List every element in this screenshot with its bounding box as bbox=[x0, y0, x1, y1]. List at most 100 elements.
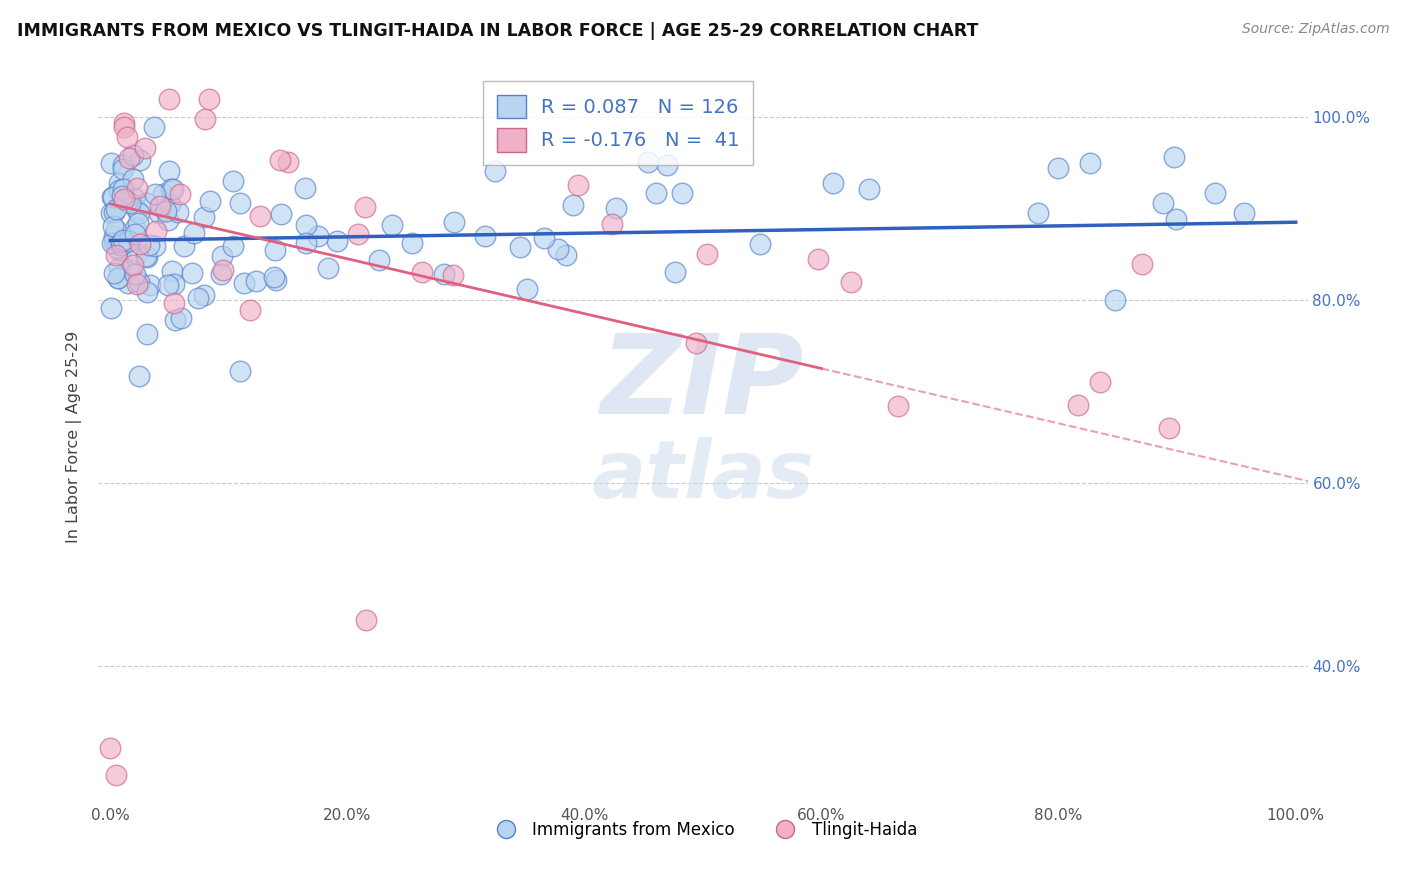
Point bbox=[270, 207, 292, 221]
Point bbox=[112, 182, 135, 196]
Point bbox=[249, 210, 271, 224]
Point bbox=[443, 215, 465, 229]
Point bbox=[122, 148, 145, 162]
Point bbox=[104, 768, 127, 782]
Point bbox=[163, 277, 186, 291]
Point bbox=[145, 224, 167, 238]
Point bbox=[516, 282, 538, 296]
Point bbox=[167, 205, 190, 219]
Point bbox=[100, 206, 122, 220]
Point bbox=[107, 260, 129, 275]
Point bbox=[1080, 155, 1102, 169]
Point bbox=[129, 153, 152, 168]
Point bbox=[645, 186, 668, 200]
Point bbox=[169, 186, 191, 201]
Point bbox=[135, 249, 157, 263]
Point bbox=[295, 235, 318, 250]
Point bbox=[128, 236, 150, 251]
Point bbox=[103, 228, 125, 243]
Point bbox=[148, 206, 170, 220]
Point bbox=[1157, 421, 1180, 435]
Point bbox=[101, 190, 124, 204]
Text: Source: ZipAtlas.com: Source: ZipAtlas.com bbox=[1241, 22, 1389, 37]
Point bbox=[295, 218, 318, 232]
Point bbox=[605, 201, 627, 215]
Point bbox=[671, 186, 693, 200]
Point bbox=[125, 181, 148, 195]
Point bbox=[562, 198, 585, 212]
Point bbox=[107, 271, 129, 285]
Point bbox=[198, 92, 221, 106]
Point bbox=[347, 227, 370, 241]
Point bbox=[411, 265, 433, 279]
Point bbox=[112, 115, 135, 129]
Point bbox=[111, 189, 134, 203]
Point bbox=[152, 187, 174, 202]
Point bbox=[101, 236, 124, 251]
Point bbox=[115, 130, 138, 145]
Point bbox=[112, 120, 135, 135]
Point bbox=[103, 265, 125, 279]
Point bbox=[159, 197, 181, 211]
Point bbox=[194, 112, 217, 127]
Point bbox=[124, 221, 146, 235]
Point bbox=[127, 216, 149, 230]
Point bbox=[368, 252, 391, 267]
Point bbox=[266, 273, 288, 287]
Point bbox=[1090, 375, 1112, 389]
Point bbox=[232, 277, 254, 291]
Point bbox=[655, 158, 678, 172]
Point bbox=[749, 237, 772, 252]
Point bbox=[162, 264, 184, 278]
Point bbox=[277, 154, 299, 169]
Point bbox=[354, 613, 377, 627]
Point bbox=[104, 247, 127, 261]
Point bbox=[125, 277, 148, 292]
Point bbox=[1047, 161, 1070, 175]
Point bbox=[637, 154, 659, 169]
Point bbox=[547, 242, 569, 256]
Point bbox=[139, 278, 162, 293]
Point bbox=[122, 191, 145, 205]
Point bbox=[108, 243, 131, 257]
Point bbox=[142, 120, 165, 134]
Point bbox=[887, 399, 910, 413]
Point bbox=[1104, 293, 1126, 307]
Legend: Immigrants from Mexico, Tlingit-Haida: Immigrants from Mexico, Tlingit-Haida bbox=[482, 814, 924, 846]
Point bbox=[118, 234, 141, 248]
Point bbox=[1163, 150, 1185, 164]
Point bbox=[108, 183, 131, 197]
Y-axis label: In Labor Force | Age 25-29: In Labor Force | Age 25-29 bbox=[66, 331, 83, 543]
Point bbox=[104, 223, 127, 237]
Point bbox=[135, 326, 157, 341]
Point bbox=[441, 268, 464, 282]
Point bbox=[117, 151, 139, 165]
Point bbox=[115, 234, 138, 248]
Point bbox=[238, 302, 260, 317]
Point bbox=[134, 141, 156, 155]
Point bbox=[533, 231, 555, 245]
Point bbox=[211, 250, 233, 264]
Point bbox=[105, 202, 128, 217]
Point bbox=[1067, 398, 1090, 412]
Point bbox=[354, 200, 377, 214]
Point bbox=[111, 233, 134, 247]
Point bbox=[163, 312, 186, 326]
Point bbox=[117, 276, 139, 290]
Point bbox=[474, 228, 496, 243]
Point bbox=[111, 158, 134, 172]
Point bbox=[1152, 196, 1174, 211]
Point bbox=[839, 275, 862, 289]
Point bbox=[187, 291, 209, 305]
Point bbox=[157, 163, 180, 178]
Point bbox=[173, 239, 195, 253]
Point bbox=[124, 268, 146, 282]
Point bbox=[685, 336, 707, 351]
Point bbox=[121, 258, 143, 272]
Point bbox=[198, 194, 221, 208]
Point bbox=[157, 92, 180, 106]
Point bbox=[120, 196, 142, 211]
Point bbox=[128, 275, 150, 289]
Point bbox=[509, 240, 531, 254]
Point bbox=[381, 218, 404, 232]
